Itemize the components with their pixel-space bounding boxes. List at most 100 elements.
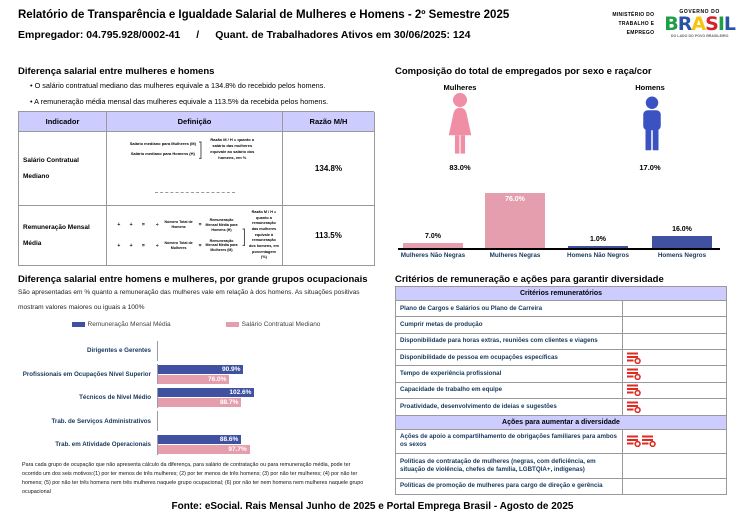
def-label-women: Salário mediano para Mulheres (M): [129, 141, 196, 147]
criteria-label: Disponibilidade de pessoa em ocupações e…: [396, 350, 623, 366]
indicator-table-header: Definição: [107, 112, 283, 132]
criteria-label: Ações de apoio a compartilhamento de obr…: [396, 429, 623, 454]
occupation-label: Dirigentes e Gerentes: [87, 347, 151, 355]
criterion-marked-icon: [627, 352, 641, 364]
person-male-icon: [111, 221, 115, 229]
subtitle-separator: /: [196, 29, 200, 41]
ratio-value: 134.8%: [283, 132, 375, 206]
male-group-label: Homens: [635, 83, 665, 92]
occupation-bar: 88.6%: [158, 435, 242, 445]
indicator-table-header: Indicador: [19, 112, 107, 132]
criteria-label: Disponibilidade para horas extras, reuni…: [396, 333, 623, 350]
indicator-definition: Salário mediano para Mulheres (M) Salári…: [107, 132, 283, 206]
male-percentage: 17.0%: [639, 163, 661, 172]
brasil-letter: A: [691, 13, 706, 36]
definition-labels: Salário mediano para Mulheres (M) Salári…: [130, 137, 260, 161]
occupation-bar-area: [157, 411, 374, 432]
criterion-marked-icon: [627, 435, 641, 447]
criteria-marks-cell: [623, 301, 726, 316]
person-male-icon: [249, 188, 256, 201]
composition-bar: [403, 242, 463, 248]
ratio-note: Razão M / H = quanto a remuneração das m…: [248, 209, 279, 260]
legend-swatch: [71, 322, 85, 327]
occupation-row: Técnicos de Nível Médio 102.6% 88.7%: [18, 386, 374, 410]
employer-id: Empregador: 04.795.928/0002-41: [18, 29, 181, 41]
legend-label: Remuneração Mensal Média: [87, 321, 171, 328]
female-percentage: 83.0%: [449, 163, 471, 172]
composition-bar-value: 1.0%: [590, 236, 606, 243]
source-footer: Fonte: eSocial. Rais Mensal Junho de 202…: [171, 501, 574, 512]
occupation-bar: 90.9%: [158, 364, 244, 374]
person-female-icon: [123, 242, 127, 250]
person-female-icon: [119, 189, 126, 201]
person-male-icon: [147, 220, 153, 231]
occupation-row: Profissionais em Ocupações Nível Superio…: [18, 363, 374, 387]
legend-label: Salário Contratual Mediano: [241, 321, 321, 328]
occupation-label: Técnicos de Nível Médio: [79, 394, 151, 402]
criteria-row: Disponibilidade para horas extras, reuni…: [396, 333, 726, 351]
composition-bar-value: 76.0%: [505, 196, 525, 204]
salary-gap-bullet: • A remuneração média mensal das mulhere…: [30, 97, 329, 106]
brasil-letter: B: [664, 13, 679, 36]
criteria-row: Proatividade, desenvolvimento de ideias …: [396, 399, 726, 416]
criteria-row: Ações de apoio a compartilhamento de obr…: [396, 429, 726, 455]
bracket-glyph: ]: [242, 225, 246, 246]
ministry-label: MINISTÉRIO DO TRABALHO E EMPREGO: [612, 11, 655, 36]
person-male-icon: [144, 183, 154, 201]
criteria-row: Cumprir metas de produção: [396, 317, 726, 334]
person-male-icon: [135, 221, 139, 229]
criteria-row: Capacidade de trabalho em equipe: [396, 382, 726, 400]
occupation-bar: 76.0%: [158, 374, 230, 384]
brasil-logo: GOVERNO DO BRASIL DO LADO DO POVO BRASIL…: [664, 9, 736, 39]
composition-bar-category: Mulheres Negras: [489, 252, 541, 259]
criterion-marked-icon: [627, 384, 641, 396]
equation-result-label: Remuneração Mensal Média para Homens (H): [205, 217, 238, 232]
ratio-note: Razão M / H = quanto o salário das mulhe…: [210, 137, 255, 160]
equation-divisor-label: Número Total de Homens: [164, 220, 193, 230]
criteria-label: Cumprir metas de produção: [396, 317, 623, 333]
person-female-icon: [135, 242, 139, 250]
occupational-bar-chart: Dirigentes e Gerentes Profissionais em Oc…: [18, 339, 374, 457]
section-title-composition: Composição do total de empregados por se…: [395, 66, 652, 77]
criteria-label: Políticas de promoção de mulheres para c…: [396, 478, 623, 495]
report-subtitle: Empregador: 04.795.928/0002-41 / Quant. de…: [18, 29, 509, 41]
composition-bar: [568, 246, 628, 248]
def-label-men: Salário mediano para Homens (H): [130, 151, 195, 156]
active-workers-count: Quant. de Trabalhadores Ativos em 30/06/…: [215, 29, 471, 41]
section-title-occupational: Diferença salarial entre homens e mulher…: [18, 274, 368, 285]
legend-swatch: [225, 322, 239, 327]
criteria-row: Políticas de promoção de mulheres para c…: [396, 478, 726, 495]
person-male-icon: [235, 191, 240, 201]
brasil-wordmark: BRASIL: [664, 13, 736, 36]
criteria-label: Plano de Cargos e Salários ou Plano de C…: [396, 301, 623, 317]
occupational-description: São apresentadas em % quanto a remuneraç…: [18, 289, 360, 312]
criteria-label: Proatividade, desenvolvimento de ideias …: [396, 399, 623, 415]
composition-bar-value: 7.0%: [425, 232, 441, 240]
criteria-marks-cell: [623, 479, 726, 494]
occupation-bar-area: 90.9% 76.0%: [157, 364, 374, 385]
criterion-marked-icon: [627, 368, 641, 380]
criteria-marks-cell: [623, 454, 726, 478]
criteria-section-header: Ações para aumentar a diversidade: [396, 415, 726, 430]
brasil-letter: L: [723, 13, 736, 36]
criteria-label: Capacidade de trabalho em equipe: [396, 382, 623, 399]
governo-do-label: GOVERNO DO: [679, 9, 720, 15]
occupation-bar-area: 88.6% 97.7%: [157, 434, 374, 455]
person-female-icon: [135, 185, 144, 201]
criteria-marks-cell: [623, 383, 726, 398]
criteria-table: Critérios remuneratórios Plano de Cargos …: [395, 286, 727, 496]
occupation-label: Trab. em Atividade Operacionais: [55, 441, 151, 449]
person-male-icon: [123, 221, 127, 229]
criteria-label: Tempo de experiência profissional: [396, 366, 623, 382]
composition-bar-chart: 7.0% Mulheres Não Negras 76.0% Mulheres Neg…: [398, 178, 720, 273]
composition-bar-value: 16.0%: [672, 226, 692, 234]
occupation-row: Dirigentes e Gerentes: [18, 339, 374, 363]
chart-legend: Remuneração Mensal Média Salário Contratu…: [18, 321, 374, 328]
criteria-marks-cell: [623, 399, 726, 414]
section-title-criteria: Critérios de remuneração e ações para ga…: [395, 274, 664, 285]
composition-bar: [652, 236, 712, 248]
occupation-label: Profissionais em Ocupações Nível Superio…: [22, 370, 151, 378]
equation-divisor-label: Número Total de Mulheres: [164, 240, 193, 250]
criteria-row: Políticas de contratação de mulheres (ne…: [396, 454, 726, 479]
composition-bar: [485, 193, 545, 248]
